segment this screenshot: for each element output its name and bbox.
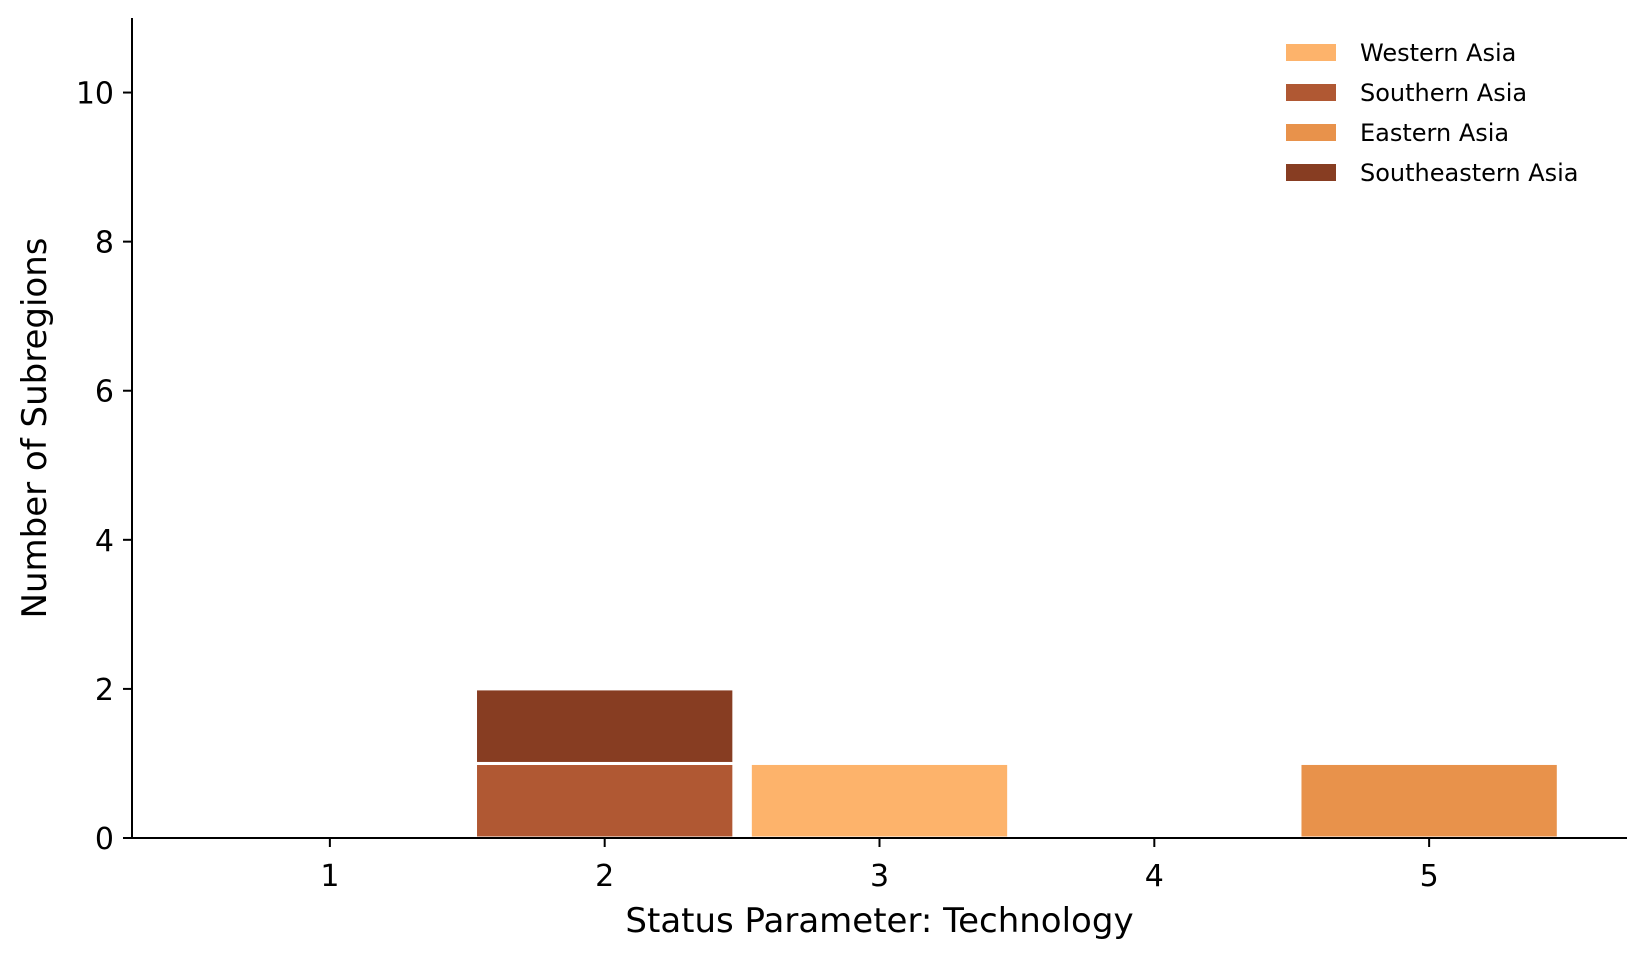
y-tick-label: 2 xyxy=(95,673,114,708)
legend-swatch xyxy=(1286,124,1336,141)
x-tick-label: 1 xyxy=(320,859,339,894)
bar-southeastern-asia-2 xyxy=(474,687,736,765)
legend-swatch xyxy=(1286,164,1336,181)
legend-label: Southern Asia xyxy=(1360,79,1527,107)
x-tick-label: 5 xyxy=(1420,859,1439,894)
x-tick-label: 4 xyxy=(1145,859,1164,894)
legend-label: Southeastern Asia xyxy=(1360,159,1578,187)
bar-eastern-asia-5 xyxy=(1298,761,1560,840)
y-tick-label: 10 xyxy=(76,77,114,112)
x-tick-label: 2 xyxy=(595,859,614,894)
x-axis-label: Status Parameter: Technology xyxy=(625,901,1133,941)
legend-label: Western Asia xyxy=(1360,39,1516,67)
bar-western-asia-3 xyxy=(748,761,1011,840)
legend-swatch xyxy=(1286,84,1336,101)
y-axis-label: Number of Subregions xyxy=(15,238,55,619)
x-ticks-group: 1 2 3 4 5 xyxy=(320,838,1439,894)
y-ticks-group: 0 2 4 6 8 10 xyxy=(76,77,132,857)
y-tick-label: 4 xyxy=(95,524,114,559)
y-tick-label: 6 xyxy=(95,375,114,410)
legend: Western Asia Southern Asia Eastern Asia Sou… xyxy=(1286,39,1578,187)
legend-swatch xyxy=(1286,44,1336,61)
y-tick-label: 0 xyxy=(95,822,114,857)
bar-southern-asia-2 xyxy=(474,761,736,840)
y-tick-label: 8 xyxy=(95,226,114,261)
x-tick-label: 3 xyxy=(870,859,889,894)
legend-label: Eastern Asia xyxy=(1360,119,1509,147)
bars-group xyxy=(474,687,1560,840)
